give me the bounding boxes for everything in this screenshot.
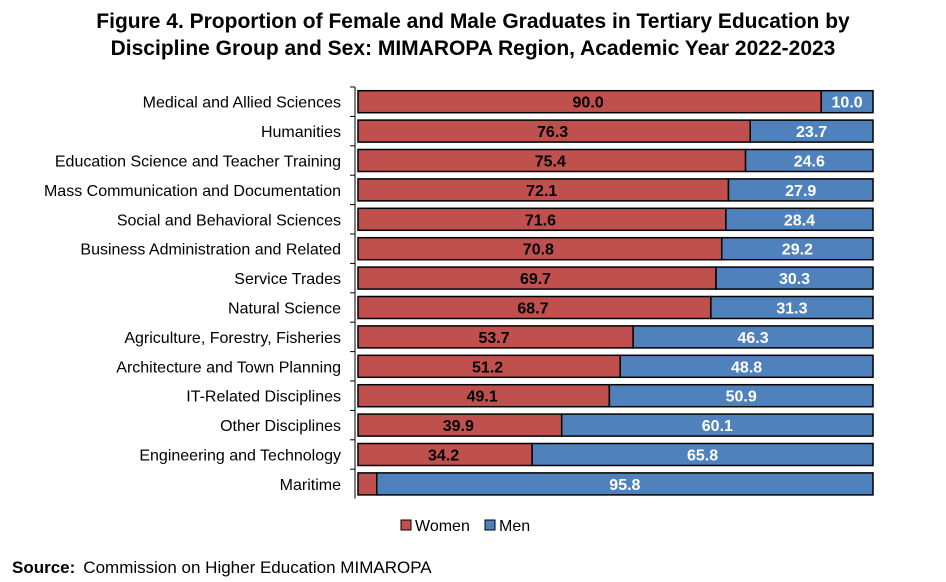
bar-men	[725, 207, 874, 232]
data-label-women: 72.1	[526, 183, 557, 200]
bar-men	[531, 442, 874, 467]
data-label-men: 46.3	[738, 330, 769, 347]
bar-men	[632, 325, 874, 349]
bar-men	[749, 119, 874, 143]
bar-men	[820, 89, 874, 114]
legend-label-men: Men	[499, 518, 530, 535]
legend-swatch-women	[400, 519, 412, 531]
source-label: Source:	[12, 558, 76, 577]
data-label-men: 50.9	[726, 389, 757, 406]
category-label: Natural Science	[228, 301, 341, 318]
bar-men	[560, 413, 874, 437]
data-label-men: 10.0	[832, 95, 863, 112]
category-label: Agriculture, Forestry, Fisheries	[124, 330, 341, 347]
data-label-women: 49.1	[467, 389, 498, 406]
category-label: Business Administration and Related	[80, 242, 341, 259]
chart-title-line-1: Figure 4. Proportion of Female and Male …	[96, 10, 850, 33]
data-label-women: 53.7	[479, 330, 510, 347]
category-label: Maritime	[280, 477, 341, 494]
category-label: Architecture and Town Planning	[116, 359, 341, 376]
data-label-women: 39.9	[443, 418, 474, 435]
data-label-women: 71.6	[525, 212, 556, 229]
category-label: IT-Related Disciplines	[186, 389, 341, 406]
data-label-men: 48.8	[731, 359, 762, 376]
category-label: Education Science and Teacher Training	[55, 154, 341, 171]
data-label-women: 69.7	[520, 271, 551, 288]
data-label-men: 65.8	[687, 448, 718, 465]
data-label-men: 23.7	[796, 124, 827, 141]
chart-title-line-2: Discipline Group and Sex: MIMAROPA Regio…	[110, 37, 836, 60]
data-label-women: 70.8	[523, 242, 554, 259]
data-label-men: 27.9	[785, 183, 816, 200]
data-label-men: 24.6	[794, 154, 825, 171]
data-label-men: 30.3	[779, 271, 810, 288]
category-label: Humanities	[261, 124, 341, 141]
category-label: Engineering and Technology	[139, 448, 341, 465]
category-label: Other Disciplines	[220, 418, 341, 435]
data-label-women: 51.2	[472, 359, 503, 376]
data-label-women: 90.0	[573, 95, 604, 112]
legend-swatch-men	[484, 519, 496, 531]
data-label-men: 60.1	[702, 418, 733, 435]
bar-men	[727, 178, 874, 202]
legend-label-women: Women	[415, 518, 470, 535]
bar-men	[715, 266, 874, 290]
data-label-men: 28.4	[784, 212, 815, 229]
category-label: Social and Behavioral Sciences	[117, 212, 341, 229]
data-label-men: 95.8	[609, 477, 640, 494]
data-label-women: 76.3	[537, 124, 568, 141]
category-label: Service Trades	[234, 271, 341, 288]
source-text: Commission on Higher Education MIMAROPA	[83, 558, 432, 577]
data-label-women: 68.7	[517, 301, 548, 318]
chart-title: Figure 4. Proportion of Female and Male …	[0, 8, 946, 62]
data-label-women: 75.4	[535, 154, 566, 171]
category-label: Mass Communication and Documentation	[44, 183, 341, 200]
bar-men	[376, 472, 874, 496]
category-label: Medical and Allied Sciences	[143, 95, 341, 112]
bar-men	[619, 354, 874, 379]
data-label-women: 34.2	[428, 448, 459, 465]
bar-men	[744, 148, 874, 173]
data-label-men: 29.2	[782, 242, 813, 259]
source-note: Source: Commission on Higher Education MI…	[12, 558, 432, 578]
bar-women	[357, 472, 378, 496]
bar-men	[608, 383, 874, 408]
bar-men	[710, 295, 874, 320]
bar-men	[720, 236, 874, 261]
data-label-men: 31.3	[776, 301, 807, 318]
